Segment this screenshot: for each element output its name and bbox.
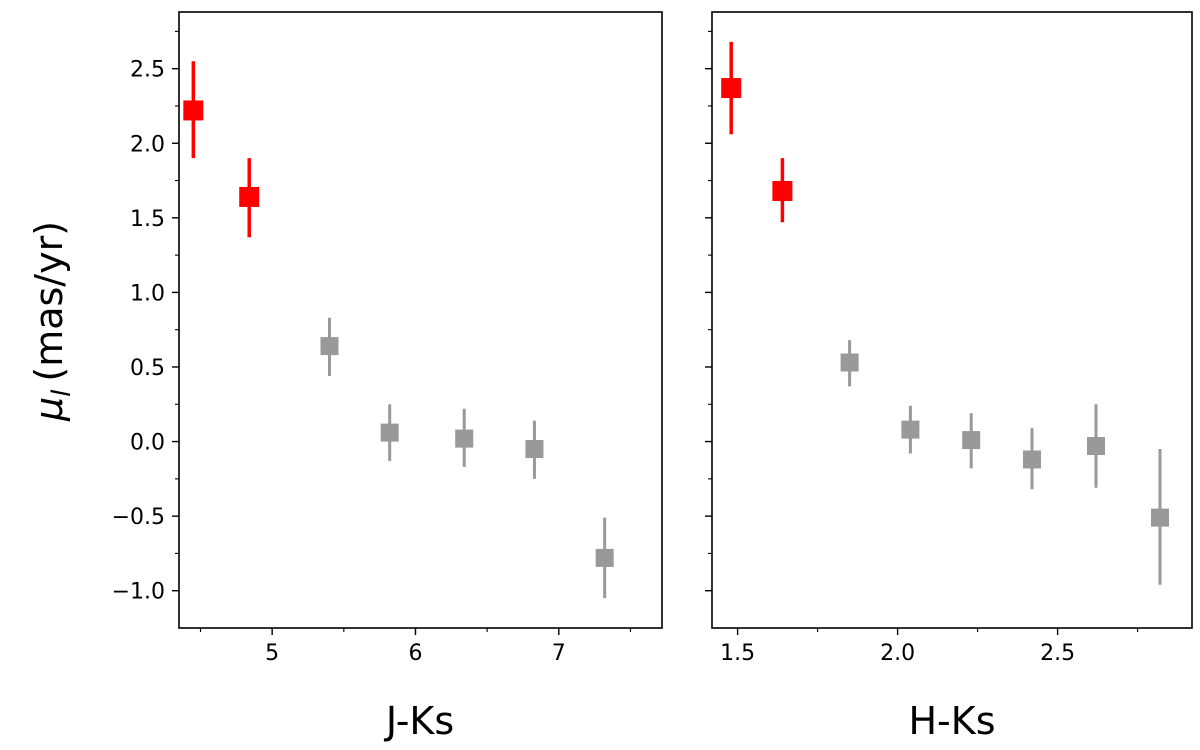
- data-point: [772, 158, 793, 223]
- point-marker: [320, 337, 339, 356]
- y-tick-label: 1.5: [130, 207, 165, 232]
- point-marker: [595, 548, 614, 567]
- x-tick-label: 2.5: [1040, 641, 1075, 666]
- point-marker: [380, 423, 399, 442]
- y-tick-label: −1.0: [112, 580, 165, 605]
- panel-j-ks-marks: [183, 61, 614, 599]
- panel-h-ks-marks: [721, 41, 1169, 585]
- y-tick-label: 0.5: [130, 356, 165, 381]
- x-tick-label: 2.0: [880, 641, 915, 666]
- x-tick-label: 6: [408, 641, 422, 666]
- data-point: [1151, 449, 1169, 585]
- y-tick-label: 2.0: [130, 132, 165, 157]
- point-marker: [721, 78, 742, 99]
- panel-h-ks: 1.5 2.0 2.5 H-Ks: [705, 11, 1193, 743]
- y-axis-label: μl (mas/yr): [27, 221, 77, 422]
- point-marker: [901, 420, 920, 439]
- data-point: [840, 340, 859, 387]
- x-tick-label: 5: [265, 641, 279, 666]
- data-point: [721, 41, 742, 135]
- y-tick-label: 2.5: [130, 58, 165, 83]
- point-marker: [455, 429, 474, 448]
- data-point: [239, 158, 260, 238]
- data-point: [183, 61, 204, 159]
- data-point: [320, 317, 339, 376]
- y-tick-label: −0.5: [112, 505, 165, 530]
- x-axis-label-j-ks: J-Ks: [384, 699, 454, 743]
- point-marker: [183, 100, 204, 121]
- y-tick-label: 0.0: [130, 431, 165, 456]
- y-axis-label-unit: (mas/yr): [27, 221, 71, 382]
- point-marker: [840, 353, 859, 372]
- data-point: [525, 420, 544, 479]
- point-marker: [1023, 450, 1041, 469]
- data-point: [1023, 428, 1041, 490]
- point-marker: [1151, 508, 1169, 527]
- data-point: [595, 517, 614, 599]
- y-axis-label-symbol: μ: [27, 397, 71, 422]
- y-axis-label-subscript: l: [47, 389, 77, 397]
- y-tick-label: 1.0: [130, 281, 165, 306]
- x-tick-label: 1.5: [720, 641, 755, 666]
- point-marker: [525, 440, 544, 459]
- point-marker: [239, 186, 260, 207]
- plot-frame: [711, 11, 1193, 629]
- point-marker: [962, 431, 981, 450]
- point-marker: [772, 180, 793, 201]
- data-point: [455, 408, 474, 467]
- plot-frame: [178, 11, 663, 629]
- data-point: [901, 405, 920, 454]
- panel-j-ks-axes: 5 6 7 −1.0 −0.5 0.0 0.5 1.0 1.5 2.0 2.5: [112, 11, 663, 666]
- point-marker: [1087, 437, 1105, 456]
- data-point: [962, 413, 981, 469]
- x-tick-label: 7: [552, 641, 566, 666]
- data-point: [1087, 404, 1105, 488]
- data-point: [380, 404, 399, 461]
- x-axis-label-h-ks: H-Ks: [908, 699, 995, 743]
- panel-j-ks: 5 6 7 −1.0 −0.5 0.0 0.5 1.0 1.5 2.0 2.5 J-Ks: [112, 11, 663, 743]
- panel-h-ks-axes: 1.5 2.0 2.5: [705, 11, 1193, 666]
